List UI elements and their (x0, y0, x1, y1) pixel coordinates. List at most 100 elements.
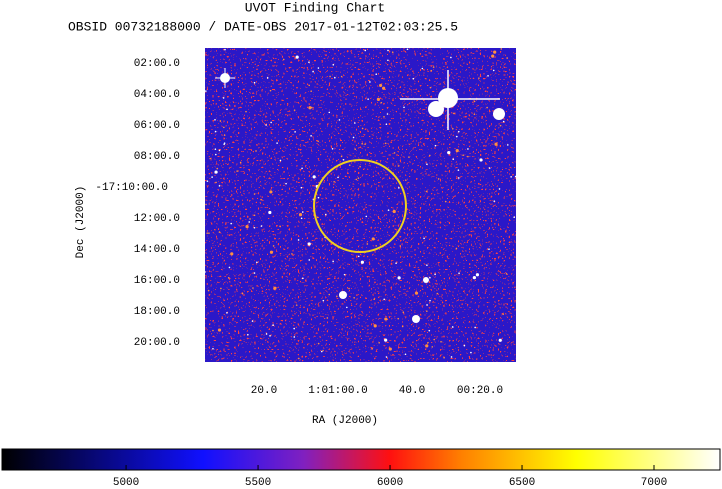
star (432, 66, 435, 68)
star (241, 292, 244, 295)
star (336, 295, 338, 298)
star (421, 67, 424, 70)
star (453, 112, 455, 115)
star (301, 167, 303, 170)
star (248, 221, 251, 223)
star (513, 216, 515, 219)
star (270, 121, 272, 124)
star (218, 149, 221, 152)
star (346, 306, 348, 309)
star (414, 291, 419, 295)
star (308, 84, 311, 87)
star (223, 126, 225, 129)
star (230, 222, 232, 225)
star (317, 140, 319, 143)
star (488, 167, 491, 169)
x-tick-label: 00:20.0 (457, 385, 503, 397)
star (361, 142, 363, 145)
star (301, 211, 304, 213)
star (455, 149, 459, 153)
star (206, 232, 209, 234)
x-tick-label: 20.0 (251, 385, 277, 397)
star (431, 346, 434, 348)
star (269, 190, 273, 194)
y-tick-label: 06:00.0 (134, 120, 180, 132)
star (247, 333, 249, 336)
y-tick-label: 08:00.0 (134, 151, 180, 163)
subtitle: OBSID 00732188000 / DATE-OBS 2017-01-12T… (68, 19, 458, 34)
star (428, 329, 431, 332)
star (226, 108, 228, 111)
star (383, 116, 385, 118)
star (451, 127, 454, 130)
star (447, 151, 451, 155)
star (478, 77, 480, 79)
star (462, 154, 464, 157)
star (223, 134, 226, 136)
x-tick-label: 1:01:00.0 (308, 385, 367, 397)
star (426, 163, 428, 165)
x-axis-label: RA (J2000) (312, 415, 378, 427)
star (510, 176, 512, 178)
star (502, 313, 505, 315)
star (214, 118, 216, 121)
star (470, 351, 472, 354)
star (307, 242, 311, 246)
star (380, 101, 383, 104)
star (367, 98, 369, 100)
star (426, 304, 428, 306)
star (506, 144, 509, 146)
star (429, 86, 432, 89)
star (207, 289, 210, 292)
star (429, 276, 431, 279)
star (383, 298, 385, 301)
star (487, 75, 489, 77)
star (322, 349, 324, 352)
star (451, 326, 454, 328)
star (215, 153, 217, 156)
star (403, 106, 405, 109)
star (354, 148, 357, 150)
star (457, 130, 460, 133)
star (252, 287, 254, 289)
star (473, 113, 476, 116)
star (385, 356, 388, 358)
star (387, 209, 390, 211)
y-tick-label: 04:00.0 (134, 89, 180, 101)
star (500, 48, 503, 50)
star (450, 356, 453, 358)
y-axis-label: Dec (J2000) (75, 186, 87, 259)
star (308, 61, 310, 64)
star (269, 89, 272, 92)
star (426, 310, 428, 312)
star (239, 161, 242, 164)
title: UVOT Finding Chart (245, 0, 385, 15)
colorbar-tick-label: 6000 (377, 477, 403, 489)
star (205, 203, 207, 206)
star (444, 200, 447, 203)
star (365, 215, 368, 218)
star (425, 344, 429, 348)
star (473, 100, 476, 103)
star (273, 286, 277, 290)
star (228, 266, 231, 269)
star (450, 56, 452, 59)
star (253, 226, 256, 229)
star (369, 81, 371, 83)
star (220, 287, 222, 290)
star (272, 324, 274, 326)
star (265, 124, 267, 126)
star (222, 97, 225, 99)
star (376, 97, 381, 101)
star (498, 338, 502, 342)
star (385, 123, 388, 125)
star (302, 277, 304, 280)
star (492, 69, 495, 72)
star (406, 48, 409, 51)
star (494, 142, 498, 146)
colorbar (1, 448, 721, 471)
star (209, 157, 212, 160)
star (404, 179, 407, 181)
star (379, 83, 383, 88)
star (486, 106, 488, 109)
